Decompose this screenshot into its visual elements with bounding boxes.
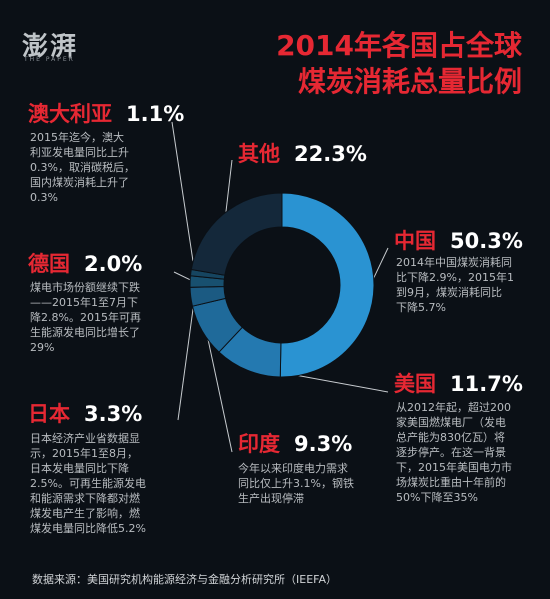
label-others-pct: 22.3%	[294, 142, 367, 166]
desc-line: 家美国燃煤电厂（发电	[396, 416, 506, 429]
label-australia: 澳大利亚 1.1%	[28, 98, 184, 128]
desc-line: 同比仅上升3.1%，钢铁	[238, 477, 354, 490]
chart-title-line1: 2014年各国占全球	[276, 29, 522, 62]
desc-usa: 从2012年起，超过200 家美国燃煤电厂（发电 总产能为830亿瓦）将 逐步停…	[396, 400, 512, 505]
label-australia-pct: 1.1%	[126, 102, 185, 126]
desc-line: 下降5.7%	[396, 301, 446, 314]
label-india-pct: 9.3%	[294, 432, 353, 456]
desc-china: 2014年中国煤炭消耗同 比下降2.9%，2015年1 到9月，煤炭消耗同比 下…	[396, 255, 514, 315]
desc-germany: 煤电市场份额继续下跌 ——2015年1至7月下 降2.8%。2015年可再 生能…	[30, 280, 141, 355]
desc-line: 日本经济产业省数据显	[30, 432, 140, 445]
desc-line: 逐步停产。在这一背景	[396, 446, 506, 459]
desc-line: 今年以来印度电力需求	[238, 462, 348, 475]
desc-line: 总产能为830亿瓦）将	[396, 431, 505, 444]
desc-line: 煤发电产生了影响，燃	[30, 507, 140, 520]
label-japan-pct: 3.3%	[84, 402, 143, 426]
label-china-pct: 50.3%	[450, 229, 523, 253]
chart-title-line2: 煤炭消耗总量比例	[297, 65, 522, 98]
desc-line: 0.3%	[30, 191, 58, 204]
desc-line: 到9月，煤炭消耗同比	[396, 286, 502, 299]
leader-line-6	[224, 159, 233, 218]
desc-line: 比下降2.9%，2015年1	[396, 271, 514, 284]
data-source: 数据来源：美国研究机构能源经济与金融分析研究所（IEEFA）	[32, 573, 337, 586]
donut-slices	[189, 192, 375, 378]
desc-line: 生产出现停滞	[238, 492, 304, 505]
label-australia-name: 澳大利亚	[28, 102, 112, 126]
donut-slice-0	[279, 192, 375, 378]
desc-line: 和能源需求下降都对燃	[30, 492, 140, 505]
desc-line: 煤电市场份额继续下跌	[30, 281, 140, 294]
label-germany: 德国 2.0%	[28, 248, 142, 278]
the-paper-logo-subtitle: THE PAPER	[24, 56, 75, 63]
label-others-name: 其他	[238, 142, 280, 166]
desc-line: 从2012年起，超过200	[396, 401, 511, 414]
desc-line: 场煤炭比重由十年前的	[396, 476, 506, 489]
donut-slice-6	[190, 192, 283, 276]
label-china-name: 中国	[394, 229, 436, 253]
label-usa-name: 美国	[394, 372, 436, 396]
desc-line: 下，2015年美国电力市	[396, 461, 512, 474]
desc-australia: 2015年迄今，澳大 利亚发电量同比上升 0.3%，取消碳税后， 国内煤炭消耗上…	[30, 130, 135, 205]
desc-line: 降2.8%。2015年可再	[30, 311, 141, 324]
label-japan-name: 日本	[28, 402, 70, 426]
desc-line: 50%下降至35%	[396, 491, 478, 504]
desc-line: 国内煤炭消耗上升了	[30, 176, 129, 189]
label-others: 其他 22.3%	[238, 138, 367, 168]
desc-line: 日本发电量同比下降	[30, 462, 129, 475]
label-germany-name: 德国	[28, 252, 70, 276]
desc-india: 今年以来印度电力需求 同比仅上升3.1%，钢铁 生产出现停滞	[238, 461, 354, 506]
label-usa-pct: 11.7%	[450, 372, 523, 396]
desc-line: 煤发电量同比降低5.2%	[30, 522, 146, 535]
label-india-name: 印度	[238, 432, 280, 456]
desc-line: 29%	[30, 341, 55, 354]
desc-line: 利亚发电量同比上升	[30, 146, 129, 159]
label-japan: 日本 3.3%	[28, 398, 142, 428]
label-china: 中国 50.3%	[394, 225, 523, 255]
desc-line: ——2015年1至7月下	[30, 296, 138, 309]
desc-line: 示，2015年1至8月，	[30, 447, 138, 460]
the-paper-logo: 澎湃	[22, 32, 79, 62]
leader-line-2	[205, 328, 233, 453]
desc-line: 2014年中国煤炭消耗同	[396, 256, 512, 269]
desc-line: 0.3%，取消碳税后，	[30, 161, 135, 174]
label-germany-pct: 2.0%	[84, 252, 143, 276]
desc-japan: 日本经济产业省数据显 示，2015年1至8月， 日本发电量同比下降 2.5%。可…	[30, 431, 146, 536]
desc-line: 2.5%。可再生能源发电	[30, 477, 146, 490]
desc-line: 生能源发电同比增长了	[30, 326, 140, 339]
leader-line-3	[177, 296, 196, 421]
label-usa: 美国 11.7%	[394, 368, 523, 398]
label-india: 印度 9.3%	[238, 428, 352, 458]
leader-line-5	[171, 121, 196, 274]
desc-line: 2015年迄今，澳大	[30, 131, 124, 144]
